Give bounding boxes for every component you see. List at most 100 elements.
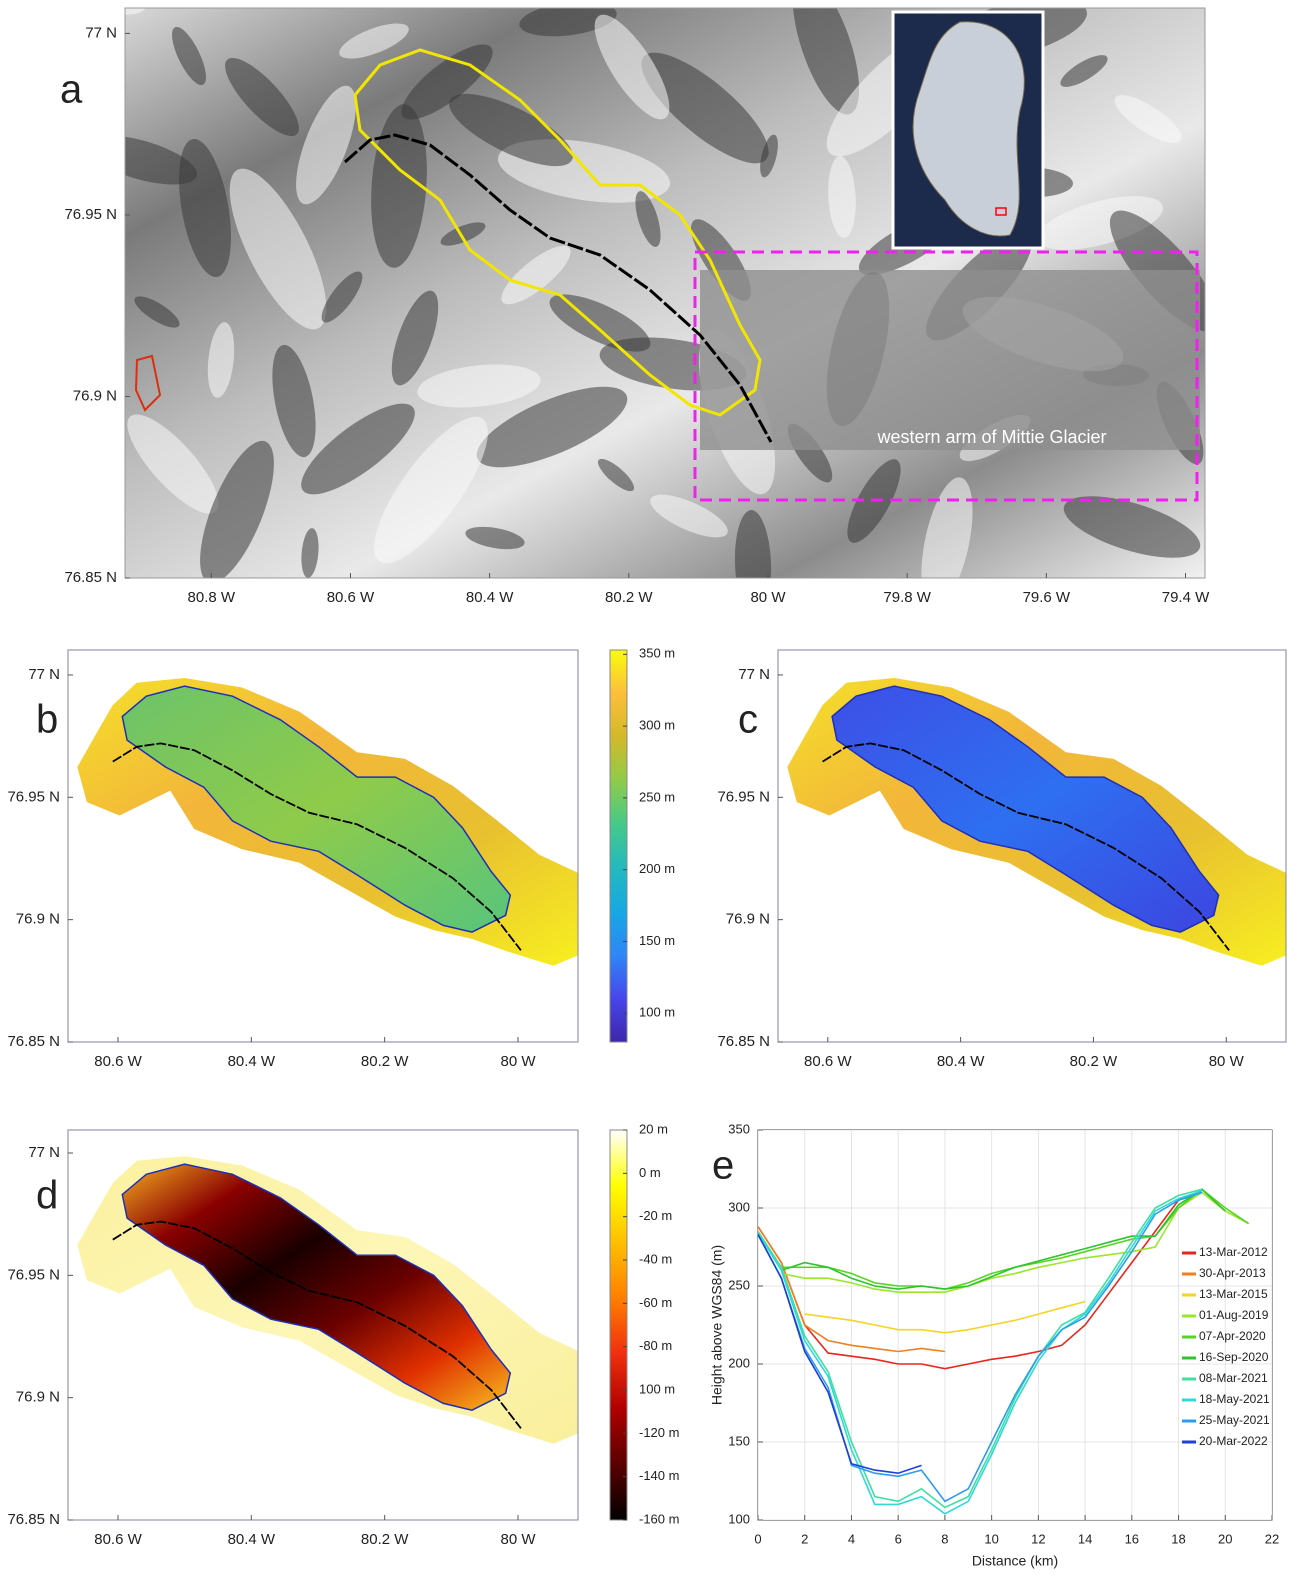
- y-tick-label: 76.95 N: [7, 1266, 60, 1283]
- glacier-surface: [121, 1163, 512, 1411]
- annotation: western arm of Mittie Glacier: [876, 427, 1106, 447]
- plot-area: [77, 678, 578, 966]
- series-line: [804, 1300, 1086, 1334]
- terrain: [339, 23, 409, 59]
- y-tick-label: 77 N: [738, 666, 770, 683]
- x-tick-label: 80.2 W: [361, 1531, 409, 1548]
- series-line: [758, 1190, 1203, 1515]
- series-line: [781, 1188, 1226, 1290]
- colorbar-tick-label: 150 m: [639, 933, 675, 948]
- terrain: [449, 93, 573, 167]
- terrain: [272, 344, 316, 458]
- x-tick-label: 12: [1031, 1531, 1045, 1546]
- centerline: [112, 1220, 522, 1429]
- x-tick-label: 2: [801, 1531, 808, 1546]
- terrain: [301, 403, 415, 495]
- terrain: [1036, 196, 1164, 250]
- series-line: [758, 1234, 922, 1475]
- y-tick-label: 76.9 N: [73, 387, 117, 404]
- y-tick-label: 76.95 N: [717, 788, 770, 805]
- colorbar-tick-label: 250 m: [639, 789, 675, 804]
- terrain: [760, 134, 778, 178]
- legend-label: 30-Apr-2013: [1199, 1266, 1266, 1280]
- y-tick-label: 76.9 N: [16, 911, 60, 928]
- terrain: [1060, 55, 1108, 87]
- terrain: [440, 222, 486, 246]
- x-tick-label: 80 W: [1209, 1053, 1245, 1070]
- x-tick-label: 80.2 W: [1070, 1053, 1118, 1070]
- terrain: [125, 135, 198, 185]
- inset-land: [912, 21, 1025, 237]
- terrain: [519, 8, 617, 37]
- centerline: [344, 133, 773, 443]
- terrain: [125, 8, 145, 15]
- y-tick-label: 76.85 N: [64, 569, 117, 586]
- panel-label: a: [60, 68, 83, 112]
- study-area: [693, 250, 1199, 502]
- y-tick-label: 250: [728, 1277, 750, 1292]
- colorbar-tick-label: -140 m: [639, 1468, 679, 1483]
- x-tick-label: 14: [1078, 1531, 1092, 1546]
- series-line: [758, 1226, 946, 1353]
- y-tick-label: 350: [728, 1121, 750, 1136]
- series-line: [758, 1191, 1203, 1503]
- terrain: [465, 526, 525, 550]
- terrain: [1114, 95, 1182, 143]
- colorbar-tick-label: -80 m: [639, 1338, 672, 1353]
- y-tick-label: 76.85 N: [7, 1511, 60, 1528]
- y-tick-label: 200: [728, 1355, 750, 1370]
- y-tick-label: 76.95 N: [64, 206, 117, 223]
- y-tick-label: 76.85 N: [7, 1033, 60, 1050]
- x-tick-label: 22: [1265, 1531, 1279, 1546]
- x-tick-label: 79.4 W: [1162, 589, 1210, 606]
- terrain: [417, 364, 541, 408]
- terrain: [501, 245, 571, 305]
- plot-area: [758, 1130, 1272, 1520]
- colorbar: [609, 1129, 628, 1521]
- terrain: [792, 8, 860, 115]
- colorbar-tick-label: 100 m: [639, 1005, 675, 1020]
- legend-label: 08-Mar-2021: [1199, 1371, 1268, 1385]
- glacier-outline: [353, 48, 762, 417]
- y-tick-label: 100: [728, 1511, 750, 1526]
- series-line: [758, 1191, 1203, 1370]
- x-tick-label: 80.4 W: [466, 589, 514, 606]
- terrain: [635, 191, 661, 247]
- terrain: [301, 528, 319, 578]
- terrain: [371, 104, 427, 268]
- terrain: [229, 168, 327, 330]
- x-tick-label: 80.6 W: [327, 589, 375, 606]
- colorbar-tick-label: 350 m: [639, 646, 675, 661]
- colorbar-tick-label: -120 m: [639, 1425, 679, 1440]
- terrain: [476, 386, 628, 468]
- terrain: [597, 458, 635, 492]
- terrain: [828, 156, 856, 238]
- legend-label: 01-Aug-2019: [1199, 1308, 1269, 1322]
- x-tick-label: 80.6 W: [804, 1053, 852, 1070]
- x-tick-label: 6: [895, 1531, 902, 1546]
- legend-label: 20-Mar-2022: [1199, 1434, 1268, 1448]
- x-tick-label: 80.4 W: [937, 1053, 985, 1070]
- colorbar-tick-label: 20 m: [639, 1121, 668, 1136]
- panel-label: c: [738, 698, 758, 742]
- colorbar-tick-label: -160 m: [639, 1511, 679, 1526]
- legend-label: 13-Mar-2012: [1199, 1245, 1268, 1259]
- legend-label: 07-Apr-2020: [1199, 1329, 1266, 1343]
- terrain: [225, 57, 299, 137]
- red-outline: [134, 354, 162, 412]
- x-tick-label: 80.8 W: [188, 589, 236, 606]
- x-tick-label: 20: [1218, 1531, 1232, 1546]
- x-tick-label: 80.4 W: [228, 1053, 276, 1070]
- colorbar-tick-label: 100 m: [639, 1381, 675, 1396]
- y-tick-label: 76.85 N: [717, 1033, 770, 1050]
- glacier-surface: [121, 685, 512, 933]
- x-tick-label: 80 W: [500, 1053, 536, 1070]
- axes-box: [777, 649, 1287, 1043]
- glacier-surface: [831, 685, 1220, 933]
- glacier-tongue: [700, 270, 1200, 450]
- terrain: [641, 52, 769, 164]
- centerline: [112, 742, 522, 951]
- x-tick-label: 79.6 W: [1023, 589, 1071, 606]
- y-tick-label: 77 N: [28, 1144, 60, 1161]
